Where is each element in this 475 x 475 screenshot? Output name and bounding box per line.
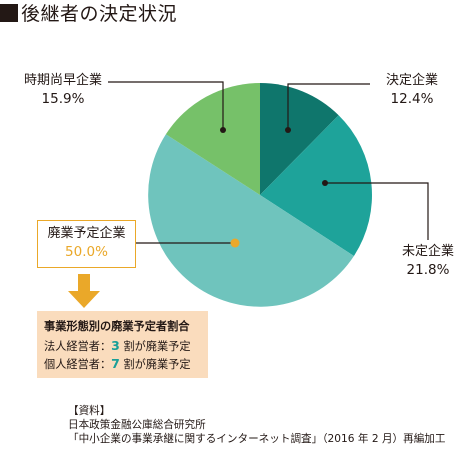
pie-slice-early [165,83,260,195]
source-line-1: 日本政策金融公庫総合研究所 [68,419,206,431]
breakdown-prefix: 法人経営者： [44,340,112,353]
source-note: 【資料】 日本政策金融公庫総合研究所 「中小企業の事業承継に関するインターネット… [68,404,446,446]
breakdown-box: 事業形態別の廃業予定者割合 法人経営者：3 割が廃業予定 個人経営者：7 割が廃… [37,311,208,378]
leader-line-early [108,81,224,130]
leader-line-decided [287,83,370,130]
breakdown-prefix: 個人経営者： [44,358,112,371]
slice-value-closing: 50.0% [65,244,108,260]
source-line-2: 「中小企業の事業承継に関するインターネット調査」（2016 年 2 月）再編加工 [68,433,446,445]
slice-label-early: 時期尚早企業 15.9% [18,72,108,108]
slice-value-undecided: 21.8% [406,262,450,278]
breakdown-number: 3 [111,338,120,353]
pie-slice-undecided [260,115,372,256]
down-arrow-icon [68,274,100,308]
slice-name-closing: 廃業予定企業 [47,226,126,241]
breakdown-row-corporate: 法人経営者：3 割が廃業予定 [44,337,208,355]
pie-slice-decided [260,83,339,195]
slice-name-early: 時期尚早企業 [23,73,102,88]
slice-value-early: 15.9% [41,91,85,107]
chart-title-text: 後継者の決定状況 [21,3,178,25]
breakdown-row-individual: 個人経営者：7 割が廃業予定 [44,355,208,373]
closing-callout-box: 廃業予定企業 50.0% [37,220,136,268]
breakdown-suffix: 割が廃業予定 [123,340,191,353]
square-bullet-icon [0,4,18,22]
slice-value-decided: 12.4% [390,91,434,107]
slice-name-decided: 決定企業 [385,73,438,88]
breakdown-suffix: 割が廃業予定 [123,358,191,371]
source-heading: 【資料】 [68,405,111,417]
slice-label-undecided: 未定企業 21.8% [388,243,468,279]
breakdown-heading: 事業形態別の廃業予定者割合 [44,320,190,333]
pie-slice-closing [148,134,354,307]
leader-line-undecided [325,182,429,240]
leader-dot-decided [285,127,291,133]
leader-dot-closing [230,238,240,248]
breakdown-number: 7 [111,356,120,371]
chart-title: 後継者の決定状況 [0,2,177,26]
leader-dot-early [220,127,226,133]
slice-name-undecided: 未定企業 [401,244,454,259]
slice-label-decided: 決定企業 12.4% [372,72,452,108]
leader-dot-undecided [322,180,328,186]
